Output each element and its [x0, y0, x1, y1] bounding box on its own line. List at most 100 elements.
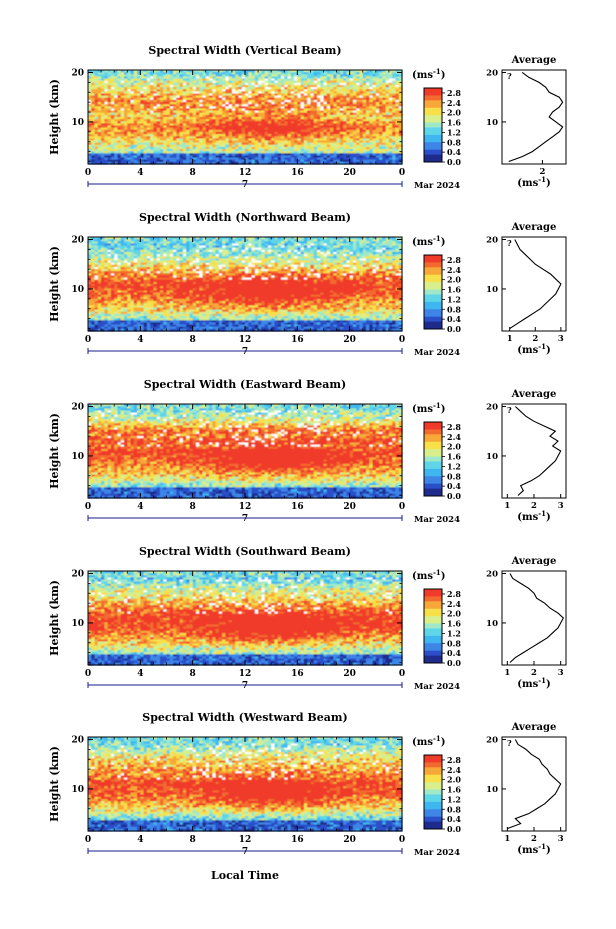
heatmap-cell [218, 74, 223, 78]
heatmap-cell [88, 117, 92, 120]
heatmap-cell [280, 97, 285, 101]
heatmap-cell [290, 91, 295, 95]
heatmap-cell [133, 123, 138, 127]
heatmap-cell [228, 72, 233, 75]
heatmap-cell [117, 70, 122, 73]
heatmap-cell [352, 82, 357, 86]
heatmap-cell [146, 84, 151, 88]
heatmap-cell [349, 134, 354, 137]
heatmap-cell [320, 82, 325, 86]
heatmap-cell [300, 72, 305, 75]
heatmap-cell [320, 76, 325, 80]
heatmap-cell [261, 136, 266, 139]
heatmap-cell [267, 87, 272, 90]
heatmap-cell [343, 112, 347, 116]
heatmap-cell [303, 129, 308, 133]
heatmap-cell [169, 89, 174, 92]
heatmap-cell [316, 99, 321, 103]
heatmap-cell [362, 125, 367, 129]
heatmap-cell [179, 84, 184, 88]
heatmap-cell [280, 91, 285, 95]
heatmap-cell [261, 127, 266, 131]
heatmap-cell [352, 108, 357, 112]
heatmap-cell [320, 95, 325, 99]
heatmap-cell [192, 112, 197, 116]
heatmap-cell [228, 131, 233, 135]
heatmap-cell [123, 104, 128, 107]
heatmap-cell [310, 112, 315, 116]
heatmap-cell [245, 93, 249, 97]
heatmap-cell [195, 110, 200, 114]
heatmap-cell [199, 125, 204, 129]
heatmap-cell [323, 127, 328, 131]
heatmap-cell [91, 119, 96, 122]
heatmap-cell [395, 72, 400, 75]
heatmap-cell [169, 110, 174, 114]
heatmap-cell [323, 108, 328, 112]
heatmap-cell [300, 91, 305, 95]
heatmap-cell [307, 99, 312, 103]
heatmap-cell [156, 70, 161, 73]
heatmap-cell [336, 131, 341, 135]
heatmap-cell [166, 70, 171, 73]
heatmap-cell [388, 91, 393, 95]
heatmap-cell [369, 97, 374, 101]
heatmap-cell [150, 91, 155, 95]
heatmap-cell [277, 117, 282, 120]
heatmap-cell [352, 76, 357, 80]
heatmap-cell [228, 102, 233, 105]
heatmap-cell [356, 104, 361, 107]
heatmap-cell [388, 89, 393, 92]
heatmap-cell [195, 82, 200, 86]
heatmap-cell [228, 127, 233, 131]
heatmap-cell [326, 89, 331, 92]
heatmap-cell [248, 136, 253, 139]
heatmap-cell [264, 119, 269, 122]
heatmap-cell [127, 136, 132, 139]
heatmap-cell [156, 97, 161, 101]
heatmap-cell [133, 131, 138, 135]
heatmap-cell [280, 89, 285, 92]
heatmap-cell [392, 74, 397, 78]
heatmap-cell [215, 117, 220, 120]
heatmap-cell [323, 99, 328, 103]
heatmap-cell [114, 121, 119, 125]
heatmap-cell [320, 104, 325, 107]
heatmap-cell [130, 91, 135, 95]
heatmap-cell [189, 97, 194, 101]
heatmap-cell [143, 89, 148, 92]
heatmap-cell [166, 74, 171, 78]
heatmap-cell [346, 117, 351, 120]
x-tick-label: 20 [343, 168, 356, 178]
heatmap-cell [294, 114, 298, 118]
heatmap-cell [277, 106, 282, 110]
heatmap-cell [186, 138, 190, 142]
heatmap-cell [388, 87, 393, 90]
heatmap-cell [379, 129, 383, 133]
heatmap-cell [284, 129, 289, 133]
heatmap-cell [254, 78, 259, 82]
heatmap-cell [189, 119, 194, 122]
heatmap-cell [362, 99, 367, 103]
heatmap-cell [150, 104, 155, 107]
heatmap-cell [143, 87, 148, 90]
heatmap-cell [287, 78, 292, 82]
heatmap-cell [382, 121, 387, 125]
heatmap-cell [320, 102, 325, 105]
heatmap-cell [294, 136, 298, 139]
heatmap-cell [159, 78, 164, 82]
heatmap-cell [385, 106, 390, 110]
heatmap-cell [222, 97, 226, 101]
heatmap-cell [248, 108, 253, 112]
heatmap-cell [228, 97, 233, 101]
heatmap-cell [287, 125, 292, 129]
heatmap-cell [241, 104, 246, 107]
heatmap-cell [212, 121, 217, 125]
heatmap-cell [385, 129, 390, 133]
heatmap-cell [245, 80, 249, 84]
heatmap-cell [130, 99, 135, 103]
heatmap-cell [251, 74, 256, 78]
heatmap-cell [326, 78, 331, 82]
heatmap-cell [339, 76, 344, 80]
heatmap-cell [258, 134, 262, 137]
